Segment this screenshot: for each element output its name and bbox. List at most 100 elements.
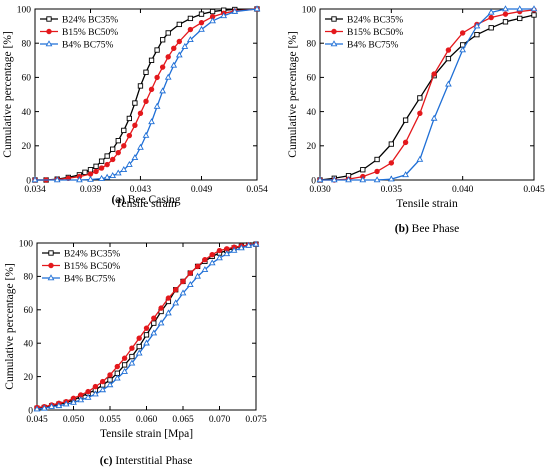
caption-text: Interstitial Phase — [112, 455, 192, 467]
x-tick-label: 0.030 — [309, 185, 331, 195]
chart-panel-b: 0.030 0.035 0.040 0.045 0 20 40 60 80 100 Tensile … — [287, 5, 545, 235]
data-point — [98, 158, 105, 164]
data-point — [473, 22, 481, 29]
y-tick-label: 80 — [24, 273, 34, 283]
data-point — [76, 176, 83, 183]
data-point — [154, 47, 160, 53]
data-point — [487, 8, 495, 15]
data-point — [187, 36, 194, 43]
data-point — [114, 363, 121, 370]
data-point — [165, 30, 171, 36]
data-point — [129, 345, 135, 351]
data-point — [417, 110, 423, 117]
data-point — [165, 54, 171, 60]
data-point — [143, 98, 149, 105]
data-point — [502, 11, 509, 17]
data-point — [143, 332, 150, 338]
y-tick-label: 40 — [307, 108, 317, 118]
data-point — [148, 86, 155, 93]
legend-marker — [46, 28, 52, 35]
data-point — [121, 367, 128, 374]
series-line — [319, 14, 535, 181]
data-point — [373, 176, 381, 183]
legend: B24% BC35% B15% BC50% B4% BC75% — [42, 249, 120, 284]
legend-marker — [48, 262, 54, 269]
data-point — [158, 305, 164, 311]
data-point — [151, 315, 157, 321]
x-tick-label: 0.043 — [130, 185, 152, 195]
data-point — [121, 362, 128, 368]
data-point — [107, 372, 113, 378]
data-point — [216, 247, 223, 254]
data-point — [402, 117, 409, 123]
data-point — [187, 26, 194, 33]
legend: B24% BC35% B15% BC50% B4% BC75% — [40, 15, 118, 50]
data-point — [115, 149, 121, 156]
data-point — [93, 168, 99, 175]
series-3 — [33, 240, 260, 412]
data-point — [87, 171, 94, 177]
y-tick-label: 20 — [22, 142, 32, 152]
series-line — [320, 9, 535, 181]
y-tick-label: 40 — [22, 108, 32, 118]
data-point — [85, 388, 91, 395]
data-point — [231, 7, 239, 14]
x-tick-label: 0.040 — [452, 185, 474, 195]
caption-text: Bee Casing — [125, 194, 181, 206]
data-point — [359, 176, 367, 183]
data-point — [374, 168, 380, 175]
data-point — [252, 240, 260, 247]
data-point — [40, 404, 48, 411]
data-point — [132, 100, 138, 106]
panel-caption: (c) Interstitial Phase — [100, 455, 193, 467]
data-point — [187, 270, 194, 276]
data-point — [517, 15, 523, 22]
x-tick-label: 0.060 — [136, 415, 158, 425]
data-point — [143, 325, 150, 331]
y-axis-label: Cumulative percentage [%] — [4, 263, 16, 389]
data-point — [153, 102, 161, 109]
data-point — [143, 69, 149, 75]
x-tick-label: 0.054 — [246, 185, 268, 195]
data-point — [77, 396, 85, 403]
legend-marker — [47, 274, 55, 281]
legend-marker — [48, 250, 54, 256]
data-point — [154, 74, 160, 81]
data-point — [416, 155, 424, 162]
data-point — [181, 42, 189, 49]
data-point — [99, 386, 107, 393]
data-point — [194, 272, 201, 279]
data-point — [175, 51, 183, 58]
data-point — [201, 266, 209, 272]
y-tick-label: 100 — [17, 5, 32, 15]
x-tick-label: 0.045 — [523, 185, 545, 195]
x-axis-label: Tensile strain — [115, 198, 177, 210]
data-point — [70, 398, 77, 405]
legend-marker — [330, 40, 338, 47]
x-tick-label: 0.049 — [191, 185, 213, 195]
data-point — [345, 176, 352, 183]
data-point — [165, 309, 172, 316]
data-point — [148, 118, 155, 125]
data-point — [150, 329, 158, 336]
data-point — [187, 15, 194, 22]
caption-letter: (a) — [112, 194, 126, 206]
legend-label: B4% BC75% — [64, 274, 116, 284]
data-point — [445, 47, 452, 53]
data-point — [253, 5, 261, 12]
y-tick-label: 100 — [302, 5, 317, 15]
y-tick-label: 80 — [22, 40, 32, 50]
data-point — [216, 254, 223, 261]
data-point — [87, 167, 94, 173]
data-point — [126, 132, 133, 139]
panel-caption: (a) Bee Casing — [112, 194, 181, 206]
y-tick-label: 40 — [24, 340, 34, 350]
data-point — [179, 289, 187, 296]
data-point — [159, 64, 166, 70]
data-point — [126, 115, 133, 122]
y-tick-label: 80 — [307, 40, 317, 50]
data-point — [137, 143, 144, 150]
data-point — [87, 175, 94, 182]
data-point — [113, 374, 121, 381]
